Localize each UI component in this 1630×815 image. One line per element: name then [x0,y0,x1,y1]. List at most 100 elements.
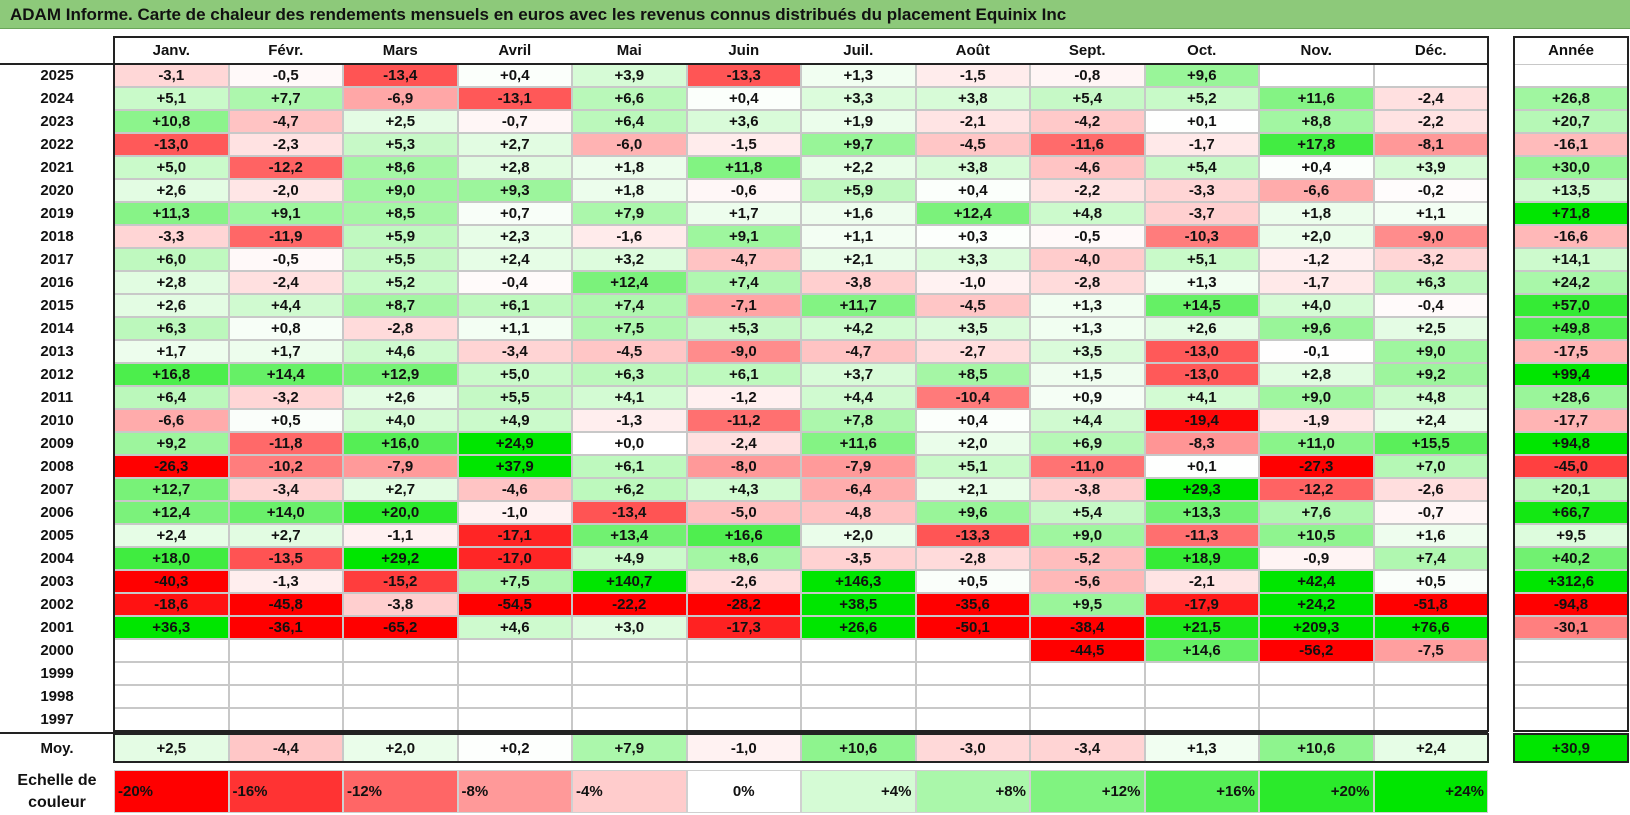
heatmap-cell: -13,0 [1144,340,1259,363]
heatmap-cell: -28,2 [686,593,801,616]
heatmap-cell: -2,6 [686,570,801,593]
heatmap-cell: +4,0 [343,409,458,432]
heatmap-cell: +4,8 [1030,202,1145,225]
heatmap-cell: +5,1 [915,455,1030,478]
heatmap-cell: +4,0 [1259,294,1374,317]
heatmap-cell: +0,4 [915,179,1030,202]
heatmap-cell: -3,2 [228,386,343,409]
heatmap-cell: -10,4 [915,386,1030,409]
heatmap-cell: +6,6 [572,87,687,110]
heatmap-cell: +3,3 [801,87,916,110]
heatmap-cell [572,639,687,662]
heatmap-cell: -5,2 [1030,547,1145,570]
heatmap-cell: -11,9 [228,225,343,248]
heatmap-cell [572,685,687,708]
heatmap-cell [228,708,343,731]
heatmap-cell: -4,7 [228,110,343,133]
heatmap-cell [1144,708,1259,731]
heatmap-cell: -27,3 [1259,455,1374,478]
heatmap-cell: +5,3 [686,317,801,340]
heatmap-cell: +4,3 [686,478,801,501]
heatmap-cell: -13,4 [343,64,458,87]
annual-cell: +94,8 [1514,432,1628,455]
month-header: Juin [728,41,760,59]
average-cell: -3,0 [915,734,1030,762]
heatmap-cell [457,708,572,731]
heatmap-cell: -0,1 [1259,340,1374,363]
heatmap-cell: -0,5 [228,64,343,87]
heatmap-cell: +0,0 [572,432,687,455]
heatmap-cell: +6,3 [114,317,229,340]
heatmap-cell: -7,1 [686,294,801,317]
average-cell: +0,2 [457,734,572,762]
heatmap-cell: -3,1 [114,64,229,87]
year-label: 2012 [40,366,74,383]
heatmap-cell: +5,1 [1144,248,1259,271]
heatmap-cell: +0,4 [686,87,801,110]
heatmap-cell: -45,8 [228,593,343,616]
heatmap-cell [457,685,572,708]
heatmap-cell: -3,3 [114,225,229,248]
heatmap-cell: +4,2 [801,317,916,340]
year-label: 2021 [40,159,74,176]
average-cell: +1,3 [1144,734,1259,762]
annual-cell: +40,2 [1514,547,1628,570]
heatmap-cell [114,685,229,708]
year-label: 2010 [40,412,74,429]
heatmap-cell [686,685,801,708]
heatmap-cell: +5,2 [1144,87,1259,110]
heatmap-cell: +7,4 [572,294,687,317]
heatmap-cell: +24,9 [457,432,572,455]
heatmap-cell: +1,1 [801,225,916,248]
heatmap-cell: -1,3 [572,409,687,432]
heatmap-cell: +2,7 [343,478,458,501]
heatmap-cell: +10,8 [114,110,229,133]
heatmap-cell: -5,0 [686,501,801,524]
year-label: 2011 [40,389,74,406]
annual-cell: -16,1 [1514,133,1628,156]
heatmap-cell: +1,7 [114,340,229,363]
heatmap-cell: +2,7 [457,133,572,156]
heatmap-cell: +5,4 [1030,87,1145,110]
heatmap-cell: -3,2 [1373,248,1488,271]
heatmap-cell: +26,6 [801,616,916,639]
heatmap-cell: +5,9 [343,225,458,248]
heatmap-cell: +36,3 [114,616,229,639]
annual-cell: +30,0 [1514,156,1628,179]
annual-cell [1514,662,1628,685]
month-header: Mai [616,41,642,59]
heatmap-cell: +5,3 [343,133,458,156]
heatmap-cell: +0,4 [457,64,572,87]
annual-cell [1514,685,1628,708]
heatmap-cell: +0,5 [1373,570,1488,593]
heatmap-cell: +8,6 [343,156,458,179]
heatmap-cell: +4,6 [343,340,458,363]
heatmap-cell: -44,5 [1030,639,1145,662]
heatmap-cell: -3,4 [228,478,343,501]
year-label: 2022 [40,136,74,153]
heatmap-cell: +0,3 [915,225,1030,248]
heatmap-cell: +12,4 [915,202,1030,225]
heatmap-cell: -13,3 [686,64,801,87]
heatmap-cell: +5,4 [1144,156,1259,179]
heatmap-cell: -2,8 [343,317,458,340]
heatmap-cell: -4,6 [457,478,572,501]
header-divider [0,63,1488,65]
heatmap-cell: +12,7 [114,478,229,501]
heatmap-cell: +6,3 [1373,271,1488,294]
scale-stop: -20% [114,770,229,813]
heatmap-cell: -1,1 [343,524,458,547]
heatmap-cell: +11,8 [686,156,801,179]
month-header: Juil. [843,41,874,59]
heatmap-cell: -6,0 [572,133,687,156]
heatmap-cell: +1,8 [572,156,687,179]
year-label: 2005 [40,527,74,544]
heatmap-cell: +11,6 [801,432,916,455]
heatmap-cell: +7,5 [457,570,572,593]
heatmap-cell: -11,3 [1144,524,1259,547]
heatmap-cell: -3,8 [1030,478,1145,501]
heatmap-cell: +1,1 [1373,202,1488,225]
heatmap-cell: -54,5 [457,593,572,616]
heatmap-cell: -0,5 [228,248,343,271]
heatmap-cell: +8,6 [686,547,801,570]
